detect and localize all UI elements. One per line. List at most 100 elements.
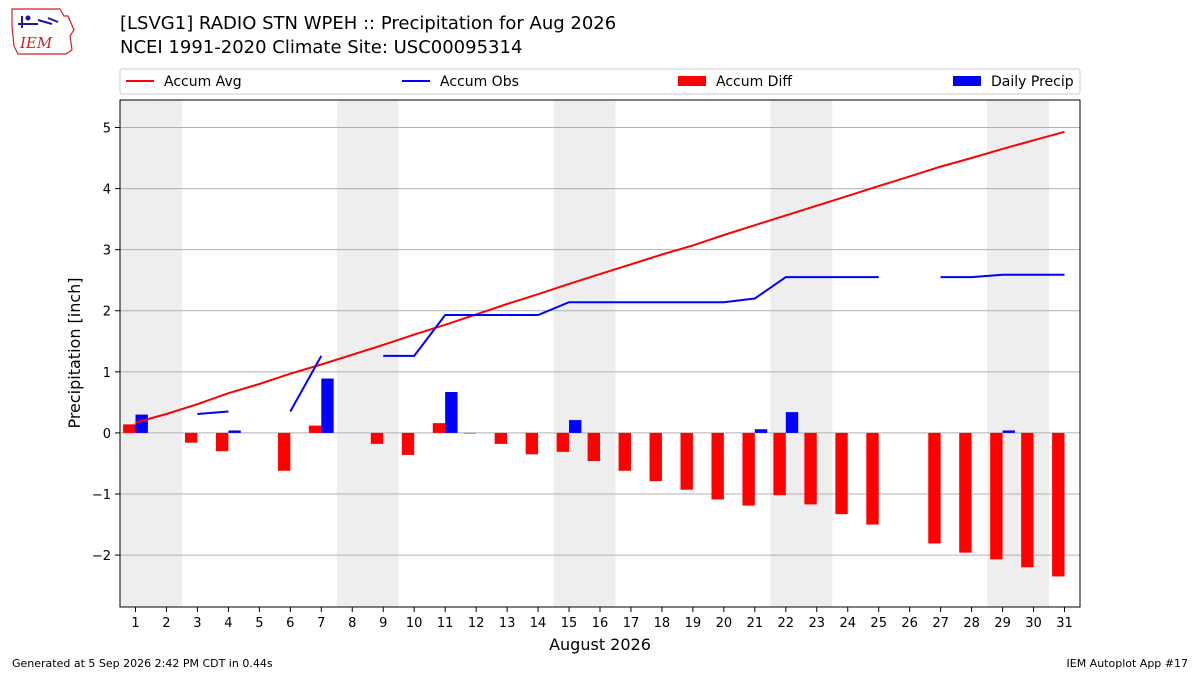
accum-diff-bar-9	[370, 432, 384, 444]
daily-precip-bar-21	[754, 429, 768, 433]
x-tick-label: 25	[870, 616, 887, 631]
accum-diff-bar-3	[185, 432, 198, 443]
daily-precip-bar-15	[569, 420, 582, 433]
accum-diff-bar-16	[587, 432, 600, 462]
y-tick-label: 5	[103, 121, 111, 136]
legend-label-1: Accum Obs	[440, 74, 519, 90]
legend-label-3: Daily Precip	[991, 74, 1074, 90]
legend: Accum Avg Accum Obs Accum Diff Daily Precip	[119, 68, 1081, 95]
x-tick-label: 16	[592, 616, 609, 631]
x-axis-label: August 2026	[549, 635, 651, 654]
accum-diff-bar-14	[525, 432, 539, 455]
accum-diff-bar-12	[463, 432, 477, 434]
x-tick-label: 21	[747, 616, 764, 631]
x-tick-label: 17	[623, 616, 640, 631]
accum-obs-line-3	[940, 273, 1065, 279]
x-tick-label: 4	[224, 616, 232, 631]
accum-diff-bar-20	[711, 432, 724, 500]
x-tick-label: 31	[1056, 616, 1073, 631]
y-axis-label: Precipitation [inch]	[65, 277, 84, 428]
weekend-band-1	[120, 100, 151, 607]
accum-diff-bar-24	[835, 432, 848, 515]
x-tick-label: 13	[499, 616, 516, 631]
accum-diff-bar-6	[277, 432, 291, 471]
accum-diff-bar-31	[1052, 432, 1065, 577]
legend-swatch-2	[678, 76, 706, 86]
accum-diff-bar-21	[742, 432, 755, 506]
x-tick-label: 3	[193, 616, 201, 631]
weekend-band-16	[584, 100, 616, 607]
x-tick-label: 10	[406, 616, 423, 631]
weekend-band-15	[553, 100, 585, 607]
y-tick-label: 4	[103, 183, 111, 198]
accum-diff-bar-23	[804, 432, 817, 505]
accum-diff-bar-25	[866, 432, 879, 525]
daily-precip-bar-4	[228, 430, 241, 433]
x-tick-label: 28	[963, 616, 980, 631]
y-tick-label: 0	[103, 427, 111, 442]
accum-diff-bar-29	[990, 432, 1003, 560]
accum-diff-bar-18	[649, 432, 662, 482]
x-tick-label: 20	[716, 616, 733, 631]
x-tick-label: 22	[778, 616, 795, 631]
logo-text: IEM	[19, 34, 53, 52]
y-tick-label: −1	[92, 488, 111, 503]
weekend-band-2	[150, 100, 182, 607]
x-tick-label: 26	[901, 616, 918, 631]
accum-diff-bar-4	[216, 432, 229, 452]
x-tick-label: 1	[131, 616, 139, 631]
x-tick-label: 18	[654, 616, 671, 631]
daily-precip-bar-22	[785, 412, 799, 433]
x-tick-label: 30	[1025, 616, 1042, 631]
x-tick-label: 12	[468, 616, 485, 631]
y-tick-label: 1	[103, 366, 111, 381]
accum-obs-line-0	[197, 410, 229, 415]
y-tick-label: 2	[103, 305, 111, 320]
generated-note: Generated at 5 Sep 2026 2:42 PM CDT in 0…	[12, 657, 273, 670]
x-tick-label: 24	[839, 616, 856, 631]
x-tick-label: 8	[348, 616, 356, 631]
x-tick-label: 5	[255, 616, 263, 631]
iem-logo: IEM	[11, 8, 75, 55]
chart-title: [LSVG1] RADIO STN WPEH :: Precipitation …	[120, 13, 617, 34]
accum-diff-bar-1	[123, 424, 136, 433]
daily-precip-bar-7	[321, 378, 334, 433]
x-tick-label: 7	[317, 616, 325, 631]
legend-box	[119, 68, 1081, 95]
daily-precip-bar-29	[1002, 430, 1015, 433]
accum-obs-line-2	[383, 276, 879, 357]
accum-diff-bar-10	[401, 432, 415, 455]
accum-diff-bar-22	[773, 432, 786, 496]
x-tick-label: 9	[379, 616, 387, 631]
accum-diff-bar-19	[680, 432, 693, 490]
x-tick-label: 23	[809, 616, 826, 631]
y-tick-label: −2	[92, 549, 111, 564]
legend-swatch-3	[953, 76, 981, 86]
legend-label-2: Accum Diff	[716, 74, 792, 90]
x-tick-label: 29	[994, 616, 1011, 631]
accum-diff-bar-11	[432, 423, 446, 433]
chart-subtitle: NCEI 1991-2020 Climate Site: USC00095314	[120, 37, 523, 58]
accum-diff-bar-17	[618, 432, 631, 471]
daily-precip-bar-1	[135, 414, 148, 433]
x-tick-label: 11	[437, 616, 454, 631]
accum-diff-bar-13	[494, 432, 508, 444]
accum-obs-line-1	[289, 355, 323, 412]
accum-diff-bar-28	[959, 432, 972, 553]
accum-diff-bar-30	[1021, 432, 1034, 568]
accum-diff-bar-15	[556, 432, 570, 452]
legend-label-0: Accum Avg	[164, 74, 242, 90]
weekend-band-22	[770, 100, 802, 607]
daily-precip-bar-11	[445, 391, 458, 433]
x-tick-label: 2	[162, 616, 170, 631]
y-tick-label: 3	[103, 244, 111, 259]
app-note: IEM Autoplot App #17	[1066, 657, 1189, 670]
lines-layer	[135, 130, 1065, 424]
weekend-band-23	[801, 100, 833, 607]
x-tick-label: 15	[561, 616, 578, 631]
x-tick-label: 19	[685, 616, 702, 631]
weekend-band-9	[367, 100, 399, 607]
x-tick-label: 6	[286, 616, 294, 631]
